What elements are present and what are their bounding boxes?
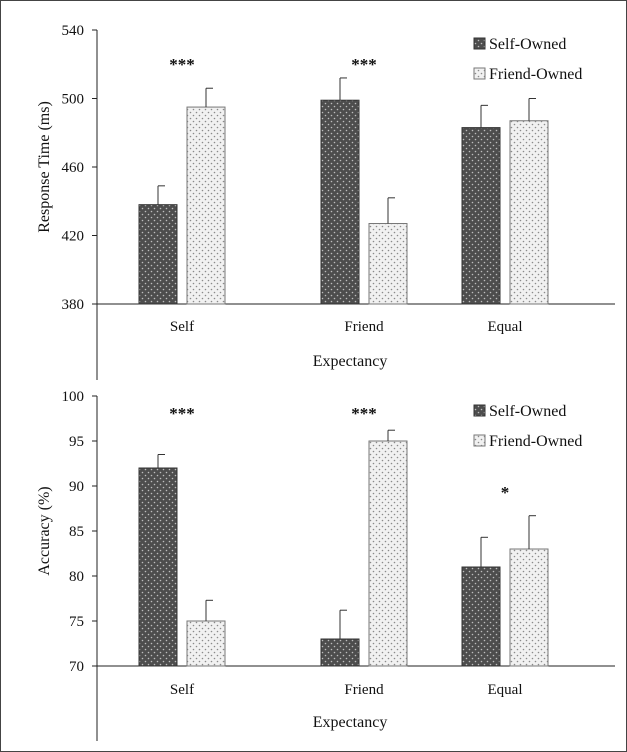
legend-label: Friend-Owned <box>489 433 582 450</box>
legend-swatch <box>473 67 486 80</box>
bar-friend-owned-friend <box>368 440 408 667</box>
chart-panel-1: 380 420 460 500 540 Self Friend Equal *** *** Expe… <box>36 23 615 380</box>
y-tick-label: 75 <box>69 614 84 630</box>
significance-marker: *** <box>169 55 195 74</box>
y-tick-label: 540 <box>62 23 85 39</box>
significance-marker: *** <box>351 55 377 74</box>
significance-marker: * <box>501 483 510 502</box>
y-axis-label: Accuracy (%) <box>36 486 53 575</box>
x-tick-label: Self <box>170 682 194 698</box>
x-axis-label: Expectancy <box>313 714 388 731</box>
legend-swatch <box>473 37 486 50</box>
x-tick-label: Friend <box>344 319 384 335</box>
legend-label: Friend-Owned <box>489 66 582 83</box>
y-tick-label: 460 <box>62 160 85 176</box>
legend-label: Self-Owned <box>489 36 566 53</box>
legend: Self-Owned Friend-Owned <box>473 36 582 83</box>
y-axis-label: Response Time (ms) <box>36 101 53 233</box>
x-tick-label: Self <box>170 319 194 335</box>
bar-self-owned-friend <box>320 99 360 305</box>
x-tick-label: Friend <box>344 682 384 698</box>
significance-marker: *** <box>169 404 195 423</box>
y-tick-label: 100 <box>62 389 85 405</box>
bar-self-owned-self <box>138 204 178 305</box>
significance-marker: *** <box>351 404 377 423</box>
y-tick-label: 80 <box>69 569 84 585</box>
bar-friend-owned-self <box>186 106 226 305</box>
legend-swatch <box>473 434 486 447</box>
y-tick-label: 380 <box>62 297 85 313</box>
x-tick-label: Equal <box>488 319 523 335</box>
y-tick-label: 85 <box>69 524 84 540</box>
bar-friend-owned-self <box>186 620 226 667</box>
bar-self-owned-equal <box>461 127 501 305</box>
bar-friend-owned-friend <box>368 223 408 305</box>
bar-friend-owned-equal <box>509 548 549 667</box>
bar-self-owned-self <box>138 467 178 667</box>
x-axis-label: Expectancy <box>313 353 388 370</box>
x-tick-label: Equal <box>488 682 523 698</box>
bar-friend-owned-equal <box>509 120 549 305</box>
y-tick-label: 95 <box>69 434 84 450</box>
legend-label: Self-Owned <box>489 403 566 420</box>
y-tick-label: 500 <box>62 92 85 108</box>
y-tick-label: 420 <box>62 229 85 245</box>
y-tick-label: 70 <box>69 659 84 675</box>
bar-self-owned-friend <box>320 638 360 667</box>
legend-swatch <box>473 404 486 417</box>
bar-self-owned-equal <box>461 566 501 667</box>
y-tick-label: 90 <box>69 479 84 495</box>
legend: Self-Owned Friend-Owned <box>473 403 582 450</box>
